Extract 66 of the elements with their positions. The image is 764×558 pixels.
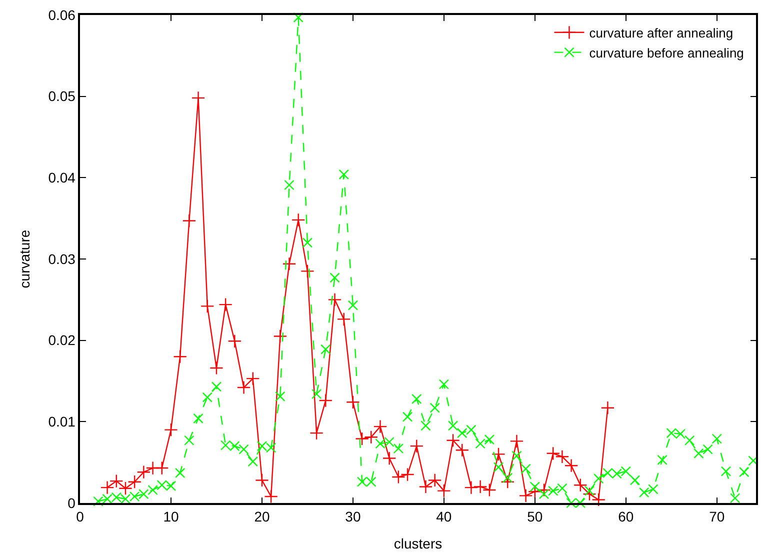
x-tick-label: 50: [527, 508, 543, 525]
point: [210, 361, 224, 375]
point: [492, 447, 506, 462]
point: [264, 490, 278, 504]
point: [336, 312, 351, 326]
x-axis-title: clusters: [394, 535, 442, 552]
point: [410, 439, 424, 453]
point: [300, 264, 314, 278]
point: [154, 461, 169, 475]
point: [136, 465, 151, 479]
point: [291, 213, 306, 227]
y-tick-label: 0.06: [48, 6, 76, 23]
point: [464, 480, 478, 494]
legend-label: curvature after annealing: [589, 25, 734, 40]
point: [218, 298, 232, 312]
point: [373, 420, 388, 434]
x-tick-label: 70: [709, 508, 725, 525]
point: [200, 299, 214, 314]
point: [574, 478, 588, 492]
point: [564, 458, 578, 472]
point: [164, 422, 178, 437]
x-tick-label: 20: [254, 508, 270, 525]
point: [182, 214, 196, 228]
point: [482, 483, 496, 497]
point: [128, 474, 142, 489]
point: [328, 292, 342, 307]
point: [446, 433, 460, 448]
point: [255, 473, 269, 488]
legend-label: curvature before annealing: [589, 45, 744, 60]
point: [273, 329, 288, 344]
point: [246, 372, 260, 386]
point: [455, 443, 470, 458]
point: [600, 400, 615, 415]
point: [346, 395, 360, 410]
point: [100, 480, 114, 494]
point: [428, 473, 442, 488]
y-tick-label: 0.05: [48, 88, 76, 104]
point: [228, 334, 242, 348]
point: [355, 432, 369, 446]
y-tick-label: 0: [68, 494, 76, 511]
x-tick-label: 40: [436, 508, 452, 525]
point: [518, 488, 533, 503]
point: [173, 350, 187, 364]
y-tick-label: 0.04: [48, 170, 76, 186]
point: [400, 468, 414, 482]
point: [437, 484, 451, 498]
point: [418, 480, 433, 494]
point: [310, 426, 324, 440]
point: [364, 430, 378, 444]
x-tick-label: 30: [345, 508, 361, 525]
point: [236, 380, 251, 394]
y-tick-label: 0.03: [48, 250, 76, 267]
x-tick-label: 10: [163, 508, 179, 525]
point: [555, 450, 570, 464]
point: [392, 470, 406, 484]
point: [282, 256, 296, 271]
point: [382, 451, 396, 466]
point: [546, 446, 560, 460]
y-axis-title: curvature: [16, 230, 32, 288]
x-tick-label: 60: [618, 508, 634, 525]
point: [500, 474, 515, 489]
point: [473, 480, 488, 494]
point: [510, 434, 524, 448]
point: [318, 394, 333, 408]
y-tick-label: 0.01: [48, 414, 76, 430]
y-tick-label: 0.02: [48, 332, 76, 348]
